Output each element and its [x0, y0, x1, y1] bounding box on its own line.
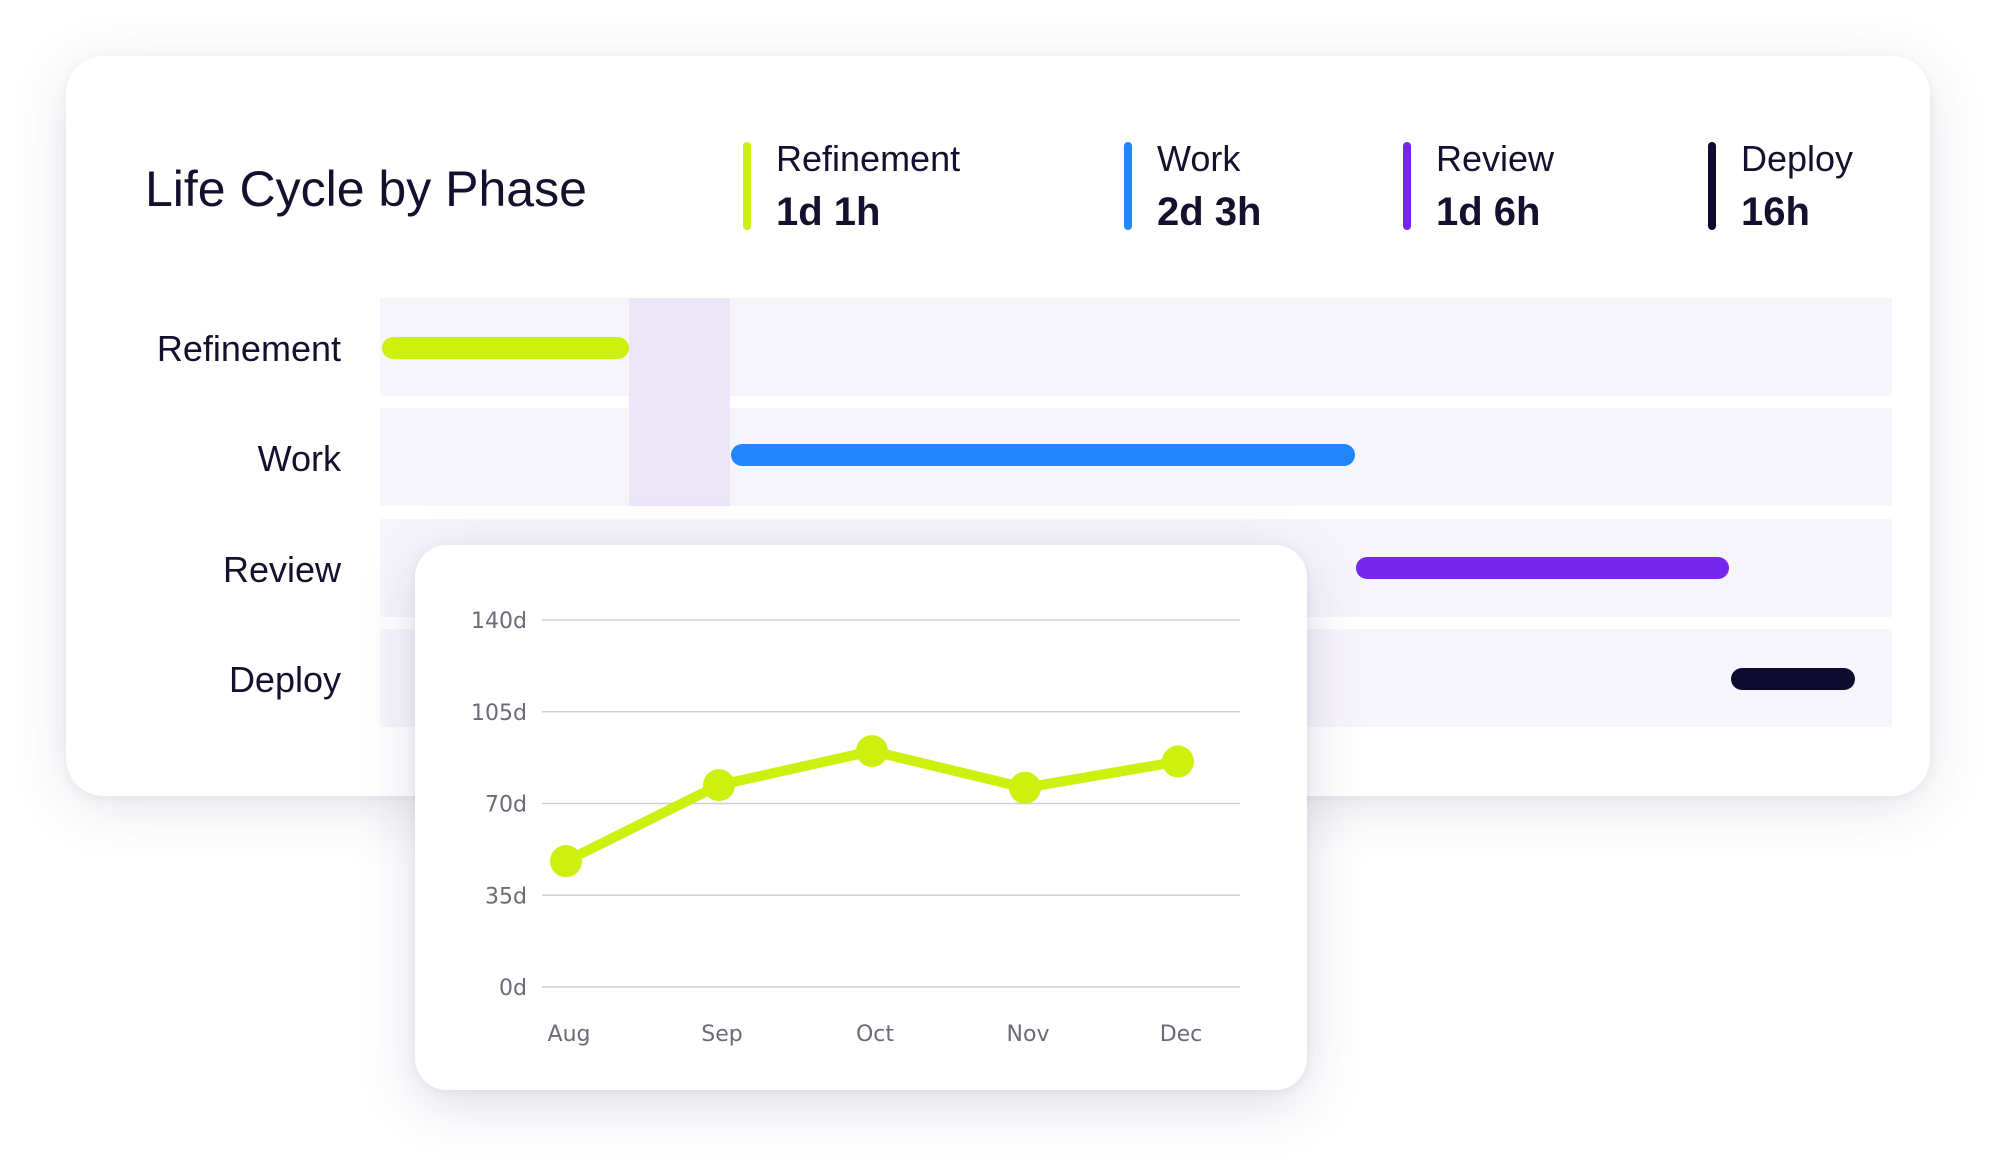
series-line — [561, 746, 1183, 867]
x-tick-label: Sep — [701, 1022, 742, 1047]
summary-value: 1d 6h — [1436, 190, 1541, 234]
phase-bar-deploy — [1731, 668, 1855, 690]
x-tick-label: Dec — [1160, 1022, 1203, 1047]
data-point — [1009, 771, 1041, 804]
y-tick-label: 35d — [485, 884, 527, 909]
y-tick-label: 70d — [485, 793, 527, 818]
summary-value: 2d 3h — [1157, 190, 1262, 234]
y-tick-label: 0d — [499, 976, 527, 1001]
row-label-deploy: Deploy — [228, 659, 341, 700]
refinement-color-marker — [743, 142, 751, 230]
x-tick-label: Aug — [548, 1022, 591, 1047]
review-color-marker — [1403, 142, 1411, 230]
y-tick-label: 105d — [471, 701, 527, 726]
phase-bar-work — [731, 444, 1355, 466]
x-tick-label: Nov — [1007, 1022, 1050, 1047]
trend-chart-card: 0d 35d 70d 105d 140d Aug Sep Oct Nov Dec — [415, 545, 1307, 1090]
phase-bar-refinement — [382, 337, 629, 359]
page-title: Life Cycle by Phase — [145, 161, 587, 217]
summary-value: 1d 1h — [776, 190, 881, 234]
phase-bar-review — [1356, 557, 1729, 579]
y-tick-label: 140d — [471, 609, 527, 634]
row-label-refinement: Refinement — [156, 328, 341, 369]
summary-label: Work — [1157, 138, 1241, 179]
trend-line-chart: 0d 35d 70d 105d 140d Aug Sep Oct Nov Dec — [471, 609, 1240, 1047]
row-label-review: Review — [222, 549, 341, 590]
summary-label: Review — [1436, 138, 1555, 179]
summary-value: 16h — [1741, 190, 1810, 234]
data-point — [550, 845, 582, 878]
x-tick-label: Oct — [856, 1022, 894, 1047]
work-color-marker — [1124, 142, 1132, 230]
summary-label: Refinement — [776, 138, 961, 179]
data-point — [703, 769, 735, 802]
row-label-work: Work — [257, 438, 341, 479]
deploy-color-marker — [1708, 142, 1716, 230]
data-point — [856, 735, 888, 768]
data-point — [1162, 745, 1194, 778]
timeline-highlight — [629, 298, 730, 506]
summary-label: Deploy — [1741, 138, 1854, 179]
